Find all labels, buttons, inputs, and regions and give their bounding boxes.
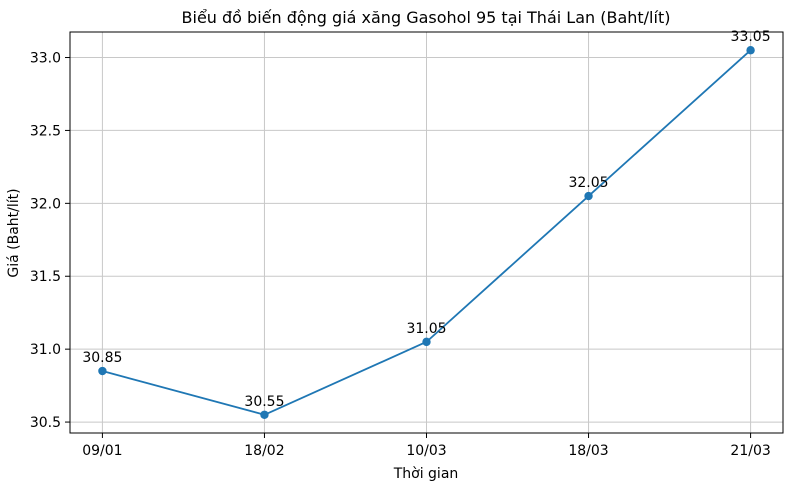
y-axis-label: Giá (Baht/lít) (6, 188, 22, 277)
x-tick-label: 18/02 (244, 443, 284, 459)
y-tick-label: 32.0 (30, 196, 61, 212)
x-tick-label: 10/03 (406, 443, 446, 459)
y-tick-label: 32.5 (30, 123, 61, 139)
data-point (98, 366, 107, 376)
x-tick-label: 09/01 (82, 443, 122, 459)
data-point-label: 30.55 (244, 394, 284, 410)
y-tick-label: 33.0 (30, 51, 61, 67)
data-point (746, 46, 755, 55)
grid-layer (70, 32, 783, 433)
x-tick-label: 21/03 (730, 443, 770, 459)
y-tick-label: 31.0 (30, 342, 61, 358)
x-axis-label: Thời gian (393, 466, 459, 482)
x-tick-label: 18/03 (568, 443, 608, 459)
data-point (584, 191, 593, 201)
data-point (260, 410, 269, 419)
y-tick-label: 31.5 (30, 269, 61, 285)
data-point-label: 32.05 (568, 175, 608, 191)
chart-title: Biểu đồ biến động giá xăng Gasohol 95 tạ… (182, 8, 671, 27)
data-point-label: 31.05 (406, 321, 446, 337)
data-point (422, 337, 431, 347)
y-tick-label: 30.5 (30, 415, 61, 431)
data-point-label: 30.85 (82, 350, 122, 366)
axis-layer: 30.5 31.0 31.5 32.0 32.5 33.0 09/01 18/02 10/03 1… (30, 31, 784, 459)
data-point-label: 33.05 (731, 29, 771, 45)
series-layer: 30.85 30.55 31.05 32.05 33.05 (82, 29, 771, 419)
